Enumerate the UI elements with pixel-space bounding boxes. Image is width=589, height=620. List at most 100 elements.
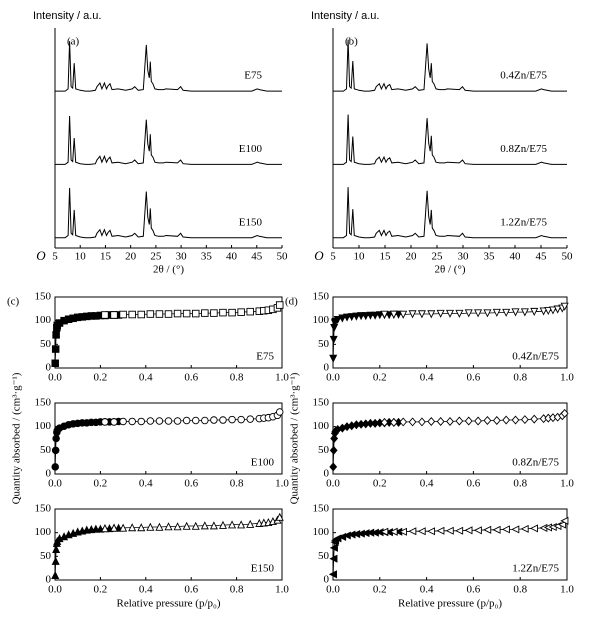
marker	[146, 310, 155, 318]
marker	[474, 309, 483, 318]
marker	[371, 311, 380, 320]
marker	[464, 309, 473, 318]
marker	[101, 311, 109, 319]
marker	[164, 310, 173, 318]
y-tick-label: 50	[40, 444, 52, 456]
marker	[436, 309, 445, 318]
marker	[210, 309, 218, 317]
marker	[357, 312, 366, 321]
marker	[228, 415, 236, 424]
marker	[483, 525, 492, 534]
x-axis-label: 2θ / (°)	[153, 264, 184, 276]
x-tick-label: 0.8	[513, 372, 527, 384]
marker	[560, 408, 569, 418]
y-tick-label: 0	[46, 574, 52, 586]
marker	[119, 523, 128, 532]
plot-frame	[54, 508, 283, 581]
marker	[329, 543, 338, 552]
marker	[228, 520, 237, 529]
marker	[427, 310, 436, 319]
x-tick-label: 25	[432, 251, 444, 263]
marker	[529, 524, 538, 533]
marker	[137, 523, 146, 532]
marker	[246, 415, 254, 423]
pattern-line	[333, 114, 567, 165]
marker	[51, 570, 60, 580]
marker	[483, 309, 492, 318]
x-tick-label: 0.0	[326, 372, 340, 384]
marker	[560, 302, 569, 311]
marker	[520, 308, 529, 317]
x-tick-label: 1.0	[560, 372, 574, 384]
marker	[483, 416, 492, 425]
marker	[329, 354, 338, 363]
marker	[385, 311, 394, 320]
marker	[51, 446, 60, 455]
x-tick-label: 0.8	[230, 478, 244, 490]
marker	[182, 309, 191, 318]
marker	[361, 312, 370, 321]
x-tick-label: 0.0	[326, 584, 340, 596]
marker	[399, 417, 408, 427]
marker	[464, 526, 473, 535]
y-tick-label: 100	[35, 314, 52, 326]
marker	[333, 315, 342, 325]
marker	[173, 522, 182, 531]
x-tick-label: 5	[52, 251, 58, 263]
marker	[52, 434, 60, 443]
x-tick-label: 0.4	[420, 584, 434, 596]
marker	[182, 416, 191, 425]
marker	[119, 310, 127, 319]
y-tick-label: 150	[313, 397, 330, 409]
marker	[182, 521, 191, 530]
x-tick-label: 5	[330, 251, 336, 263]
x-tick-label: 50	[277, 251, 289, 263]
series-label: 1.2Zn/E75	[500, 216, 547, 228]
marker	[275, 408, 284, 416]
marker	[218, 520, 228, 529]
pattern-line	[55, 115, 282, 165]
x-tick-label: 0.0	[48, 584, 62, 596]
marker	[146, 522, 155, 531]
marker	[347, 313, 356, 322]
marker	[502, 415, 511, 425]
marker	[426, 527, 436, 536]
series-label: E75	[244, 70, 262, 82]
x-tick-label: 0.0	[48, 478, 62, 490]
marker	[343, 313, 352, 322]
x-tick-label: 0.2	[373, 584, 387, 596]
marker	[474, 416, 482, 426]
x-tick-label: 10	[354, 251, 366, 263]
marker	[51, 345, 60, 353]
marker	[530, 307, 539, 316]
marker	[246, 519, 255, 528]
x-tick-label: 20	[125, 251, 137, 263]
marker	[445, 526, 454, 535]
marker	[389, 527, 398, 536]
marker	[128, 310, 136, 319]
x-axis-label: 2θ / (°)	[434, 264, 465, 276]
marker	[137, 417, 146, 426]
marker	[52, 544, 61, 553]
y-tick-label: 50	[40, 338, 52, 350]
y-axis-label: Intensity / a.u.	[33, 10, 101, 22]
series-label: 0.4Zn/E75	[500, 70, 547, 82]
x-tick-label: 35	[484, 251, 496, 263]
marker	[173, 417, 182, 425]
x-tick-label: 15	[380, 251, 392, 263]
marker	[375, 311, 384, 320]
marker	[173, 309, 182, 318]
marker	[51, 556, 60, 565]
marker	[389, 310, 398, 319]
x-tick-label: 0.4	[139, 478, 153, 490]
marker	[329, 445, 338, 455]
marker	[408, 527, 417, 536]
x-tick-label: 0.6	[184, 478, 198, 490]
marker	[110, 311, 118, 319]
plot-frame	[54, 296, 283, 369]
marker	[436, 526, 445, 535]
sample-label: 1.2Zn/E75	[512, 563, 559, 575]
marker	[219, 308, 227, 317]
marker	[464, 416, 473, 426]
